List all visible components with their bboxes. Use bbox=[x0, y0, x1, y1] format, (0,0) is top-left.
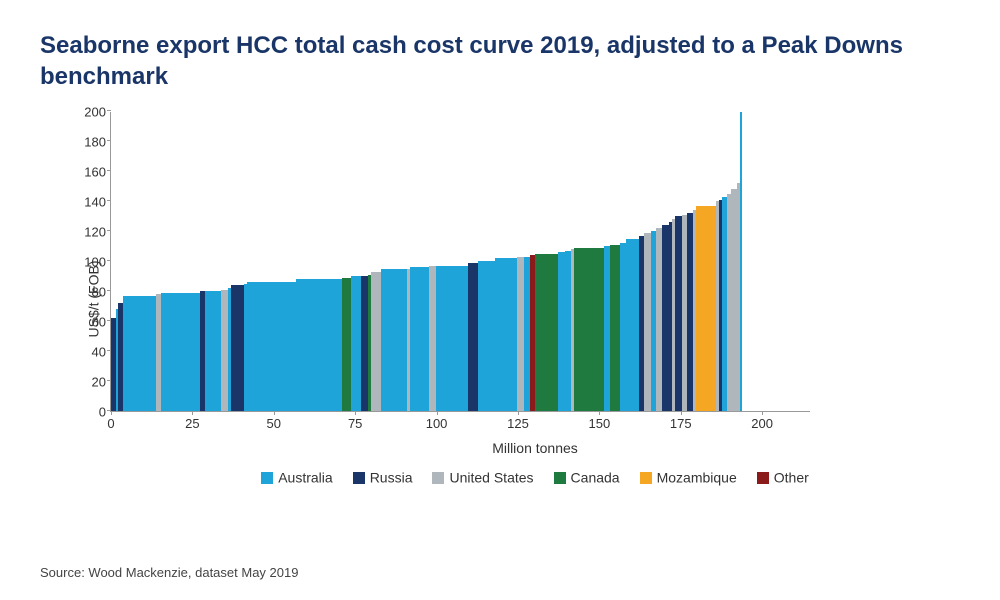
cost-bar bbox=[381, 269, 407, 412]
y-tick: 140 bbox=[71, 195, 106, 210]
legend-item: Australia bbox=[261, 468, 332, 485]
y-tick: 120 bbox=[71, 225, 106, 240]
y-tick: 40 bbox=[71, 345, 106, 360]
x-tick: 50 bbox=[267, 416, 281, 431]
legend-label: Australia bbox=[278, 470, 332, 486]
plot-area: 0204060801001201401601802000255075100125… bbox=[110, 112, 810, 412]
legend-item: Russia bbox=[353, 468, 413, 485]
legend-item: Mozambique bbox=[640, 468, 737, 485]
cost-bar bbox=[478, 261, 494, 411]
x-tick: 150 bbox=[589, 416, 611, 431]
cost-bar bbox=[662, 225, 669, 411]
cost-bar bbox=[740, 112, 741, 411]
cost-bar bbox=[205, 291, 221, 411]
x-tick: 175 bbox=[670, 416, 692, 431]
y-tick: 0 bbox=[71, 405, 106, 420]
legend-swatch bbox=[432, 472, 444, 484]
legend-swatch bbox=[261, 472, 273, 484]
x-tick: 25 bbox=[185, 416, 199, 431]
legend-swatch bbox=[353, 472, 365, 484]
cost-bar bbox=[644, 233, 651, 412]
x-tick: 0 bbox=[107, 416, 114, 431]
legend-swatch bbox=[640, 472, 652, 484]
legend-item: Other bbox=[757, 468, 809, 485]
cost-bar bbox=[626, 239, 639, 412]
cost-bar bbox=[221, 290, 228, 412]
chart-title: Seaborne export HCC total cash cost curv… bbox=[40, 30, 960, 92]
cost-bar bbox=[604, 246, 611, 411]
source-text: Source: Wood Mackenzie, dataset May 2019 bbox=[40, 565, 298, 580]
cost-bar bbox=[524, 257, 531, 412]
x-axis-label: Million tonnes bbox=[110, 440, 960, 456]
cost-bar bbox=[296, 279, 342, 411]
cost-bar bbox=[247, 282, 296, 411]
y-tick: 160 bbox=[71, 165, 106, 180]
cost-bar bbox=[620, 243, 627, 411]
legend-label: Russia bbox=[370, 470, 413, 486]
cost-bar bbox=[535, 254, 558, 412]
y-tick: 20 bbox=[71, 375, 106, 390]
legend-swatch bbox=[554, 472, 566, 484]
cost-bar bbox=[558, 252, 565, 411]
cost-bar bbox=[675, 216, 682, 411]
y-tick: 60 bbox=[71, 315, 106, 330]
legend: Australia Russia United States Canada Mozamb… bbox=[110, 468, 960, 485]
cost-bar bbox=[342, 278, 352, 412]
x-tick: 100 bbox=[426, 416, 448, 431]
y-tick: 100 bbox=[71, 255, 106, 270]
chart-container: US$/t (FOB) 0204060801001201401601802000… bbox=[110, 112, 960, 485]
legend-item: Canada bbox=[554, 468, 620, 485]
cost-bar bbox=[410, 267, 430, 411]
y-tick: 180 bbox=[71, 135, 106, 150]
cost-bar bbox=[517, 257, 524, 412]
cost-bar bbox=[610, 245, 620, 412]
y-tick: 80 bbox=[71, 285, 106, 300]
x-tick: 125 bbox=[507, 416, 529, 431]
cost-bar bbox=[656, 228, 663, 411]
x-tick: 200 bbox=[751, 416, 773, 431]
cost-bar bbox=[371, 272, 381, 412]
legend-label: Other bbox=[774, 470, 809, 486]
cost-bar bbox=[161, 293, 200, 412]
bars-layer bbox=[111, 112, 810, 411]
cost-bar bbox=[436, 266, 469, 412]
cost-bar bbox=[468, 263, 478, 412]
cost-bar bbox=[495, 258, 518, 411]
cost-bar bbox=[351, 276, 361, 411]
cost-bar bbox=[231, 285, 244, 411]
x-tick: 75 bbox=[348, 416, 362, 431]
y-tick: 200 bbox=[71, 105, 106, 120]
cost-bar bbox=[123, 296, 156, 412]
legend-label: Mozambique bbox=[657, 470, 737, 486]
cost-bar bbox=[361, 276, 368, 411]
legend-label: Canada bbox=[571, 470, 620, 486]
cost-bar bbox=[429, 266, 436, 412]
cost-bar bbox=[574, 248, 603, 412]
legend-label: United States bbox=[449, 470, 533, 486]
legend-item: United States bbox=[432, 468, 533, 485]
cost-bar bbox=[696, 206, 716, 412]
legend-swatch bbox=[757, 472, 769, 484]
